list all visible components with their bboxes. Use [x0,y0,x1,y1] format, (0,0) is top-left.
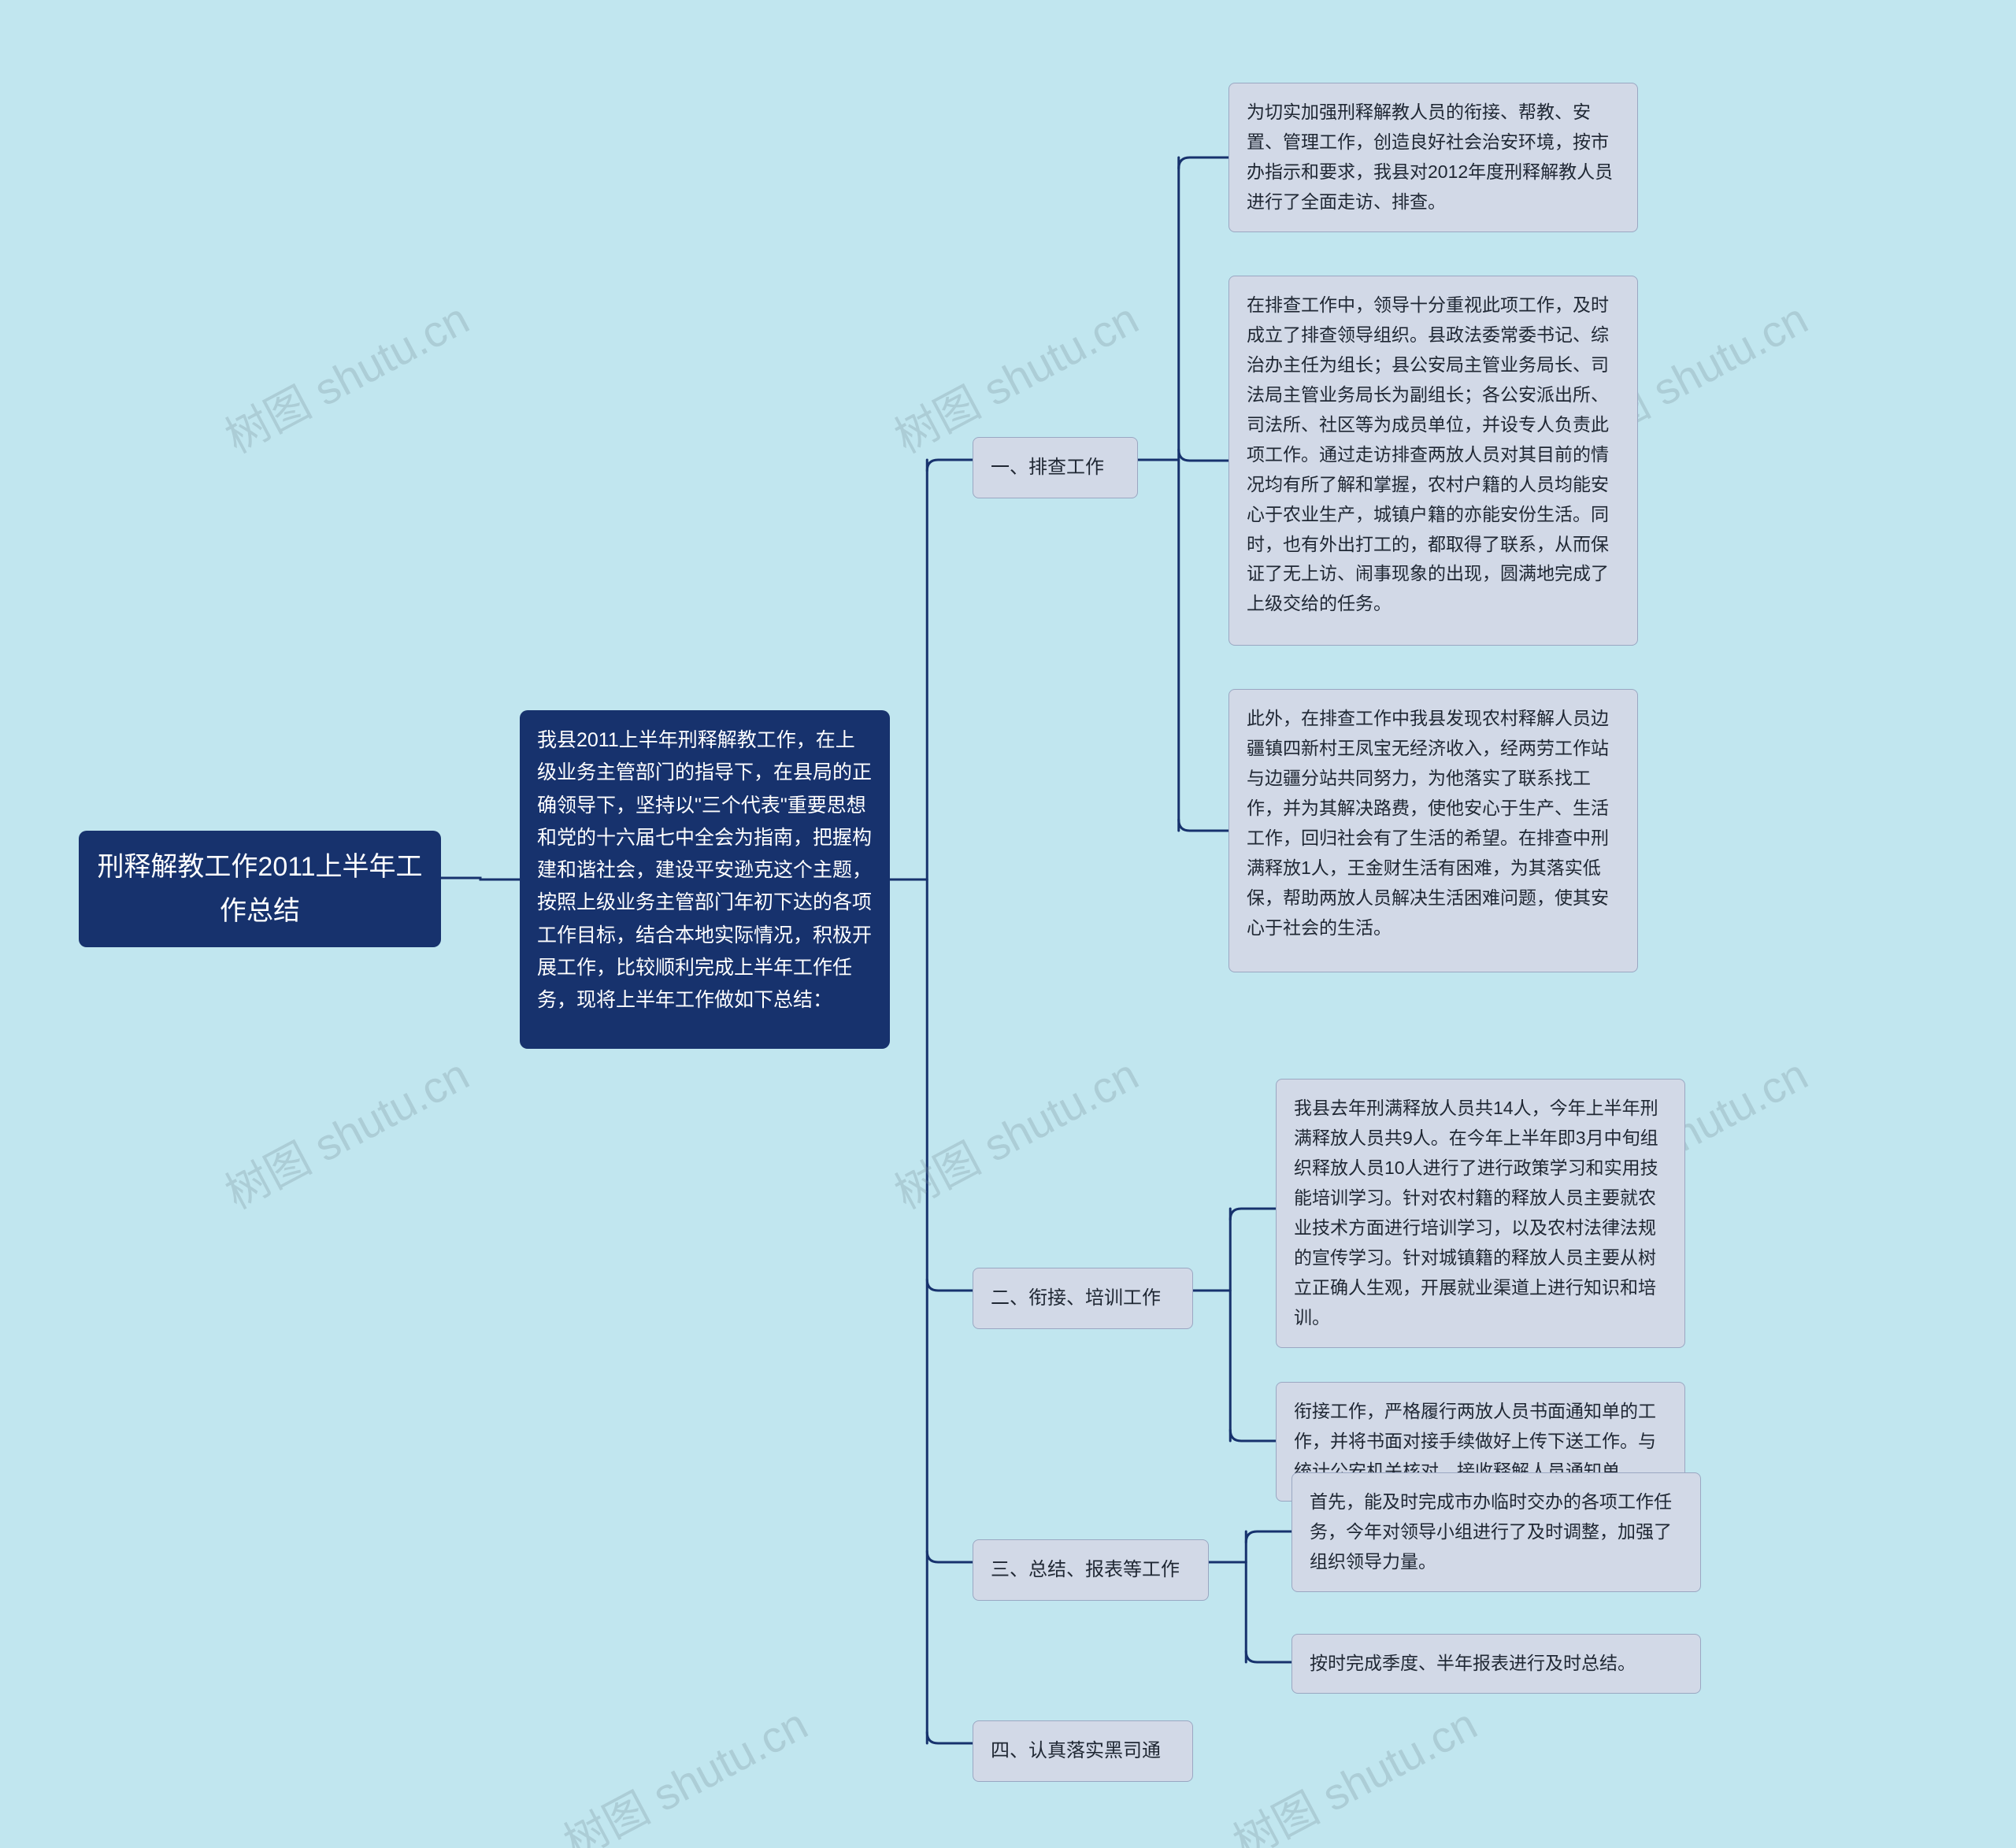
leaf-1-1-node[interactable]: 为切实加强刑释解教人员的衔接、帮教、安置、管理工作，创造良好社会治安环境，按市办… [1228,83,1638,232]
watermark: 树图 shutu.cn [213,284,479,466]
watermark: 树图 shutu.cn [882,1040,1148,1222]
watermark: 树图 shutu.cn [213,1040,479,1222]
leaf-1-3-node[interactable]: 此外，在排查工作中我县发现农村释解人员边疆镇四新村王凤宝无经济收入，经两劳工作站… [1228,689,1638,972]
mindmap-canvas: 树图 shutu.cn 树图 shutu.cn 树图 shutu.cn 树图 s… [0,0,2016,1848]
watermark: 树图 shutu.cn [1221,1690,1487,1848]
root-node[interactable]: 刑释解教工作2011上半年工作总结 [79,831,441,947]
section-4-node[interactable]: 四、认真落实黑司通 [973,1720,1193,1782]
watermark: 树图 shutu.cn [551,1690,817,1848]
section-3-node[interactable]: 三、总结、报表等工作 [973,1539,1209,1601]
leaf-1-2-node[interactable]: 在排查工作中，领导十分重视此项工作，及时成立了排查领导组织。县政法委常委书记、综… [1228,276,1638,646]
leaf-3-1-node[interactable]: 首先，能及时完成市办临时交办的各项工作任务，今年对领导小组进行了及时调整，加强了… [1292,1472,1701,1592]
intro-node[interactable]: 我县2011上半年刑释解教工作，在上级业务主管部门的指导下，在县局的正确领导下，… [520,710,890,1049]
section-2-node[interactable]: 二、衔接、培训工作 [973,1268,1193,1329]
leaf-2-1-node[interactable]: 我县去年刑满释放人员共14人，今年上半年刑满释放人员共9人。在今年上半年即3月中… [1276,1079,1685,1348]
section-1-node[interactable]: 一、排查工作 [973,437,1138,498]
leaf-3-2-node[interactable]: 按时完成季度、半年报表进行及时总结。 [1292,1634,1701,1694]
